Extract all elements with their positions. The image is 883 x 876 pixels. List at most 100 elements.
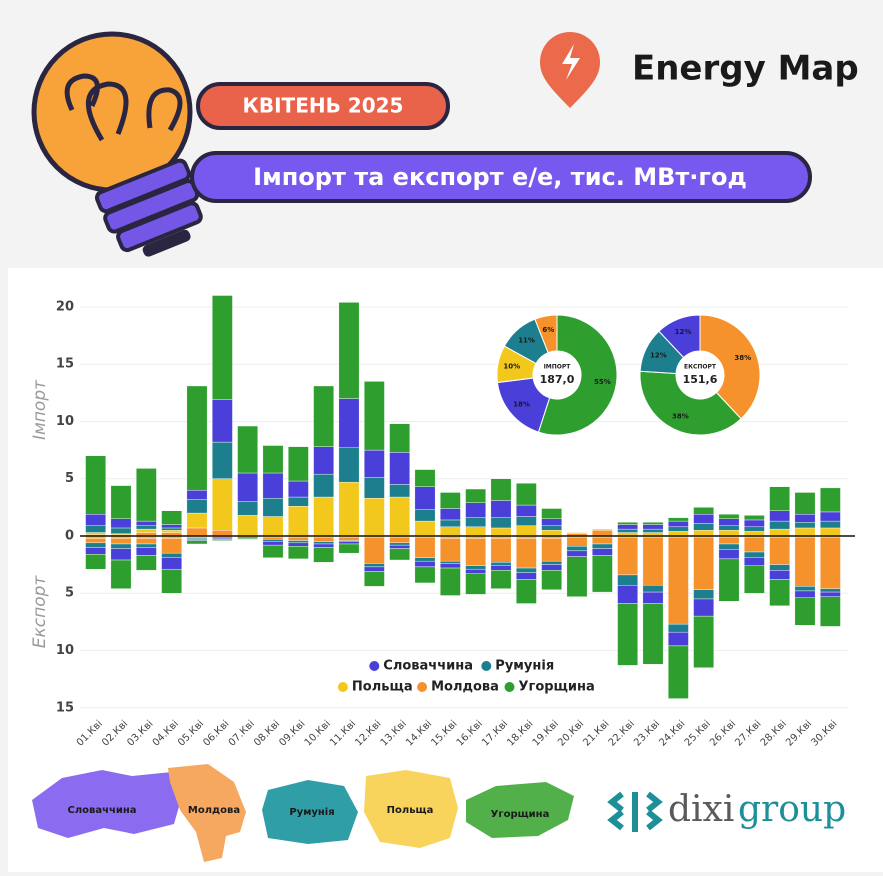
bar-segment [85, 547, 106, 555]
bar-segment [642, 603, 664, 665]
bar-segment [237, 538, 259, 540]
bar-segment [211, 530, 233, 537]
bar-segment [516, 567, 537, 573]
bar-segment [237, 425, 259, 474]
bar-segment [820, 536, 841, 589]
bar-segment [288, 540, 309, 544]
bar-segment [161, 538, 183, 554]
bar-segment [237, 501, 259, 516]
bar-segment [744, 526, 765, 532]
bar-segment [490, 478, 512, 501]
bar-segment [668, 623, 689, 633]
bar-segment [110, 518, 132, 529]
bar-segment [440, 563, 461, 569]
y-axis-title-export: Експорт [30, 575, 50, 649]
bar-segment [85, 554, 106, 570]
legend-label: Польща [352, 680, 413, 695]
bar-segment [541, 538, 562, 562]
legend-marker [481, 661, 492, 671]
country-maps [32, 764, 574, 862]
donut-center-label: ЕКСПОРТ [684, 364, 717, 371]
bar-segment [490, 562, 512, 566]
map-label: Угорщина [491, 809, 550, 820]
bar-segment [364, 536, 385, 564]
bar-segment [592, 530, 613, 537]
bar-segment [490, 538, 512, 563]
map-label: Польща [387, 805, 434, 816]
bar-segment [794, 522, 816, 529]
bar-segment [186, 540, 208, 545]
bar-segment [516, 579, 537, 604]
y-tick-label: 15 [56, 357, 74, 372]
bar-segment [262, 536, 284, 540]
y-tick-label: 5 [65, 471, 74, 486]
bar-segment [414, 536, 436, 558]
bar-segment [642, 528, 664, 533]
bar-segment [769, 564, 790, 571]
legend-label: Румунія [495, 659, 554, 674]
bar-segment [135, 547, 157, 556]
bar-segment [668, 536, 689, 625]
y-tick-label: 10 [56, 643, 74, 658]
donut-center-label: ІМПОРТ [544, 364, 572, 371]
bar-segment [161, 557, 183, 570]
bar-segment [769, 528, 790, 537]
donut-value-label: 12% [675, 328, 692, 336]
brand-pin [540, 32, 600, 108]
bar-segment [490, 517, 512, 529]
bar-segment [364, 563, 385, 568]
bar-segment [718, 514, 740, 520]
bar-segment [668, 526, 689, 532]
bar-segment [566, 532, 588, 534]
bar-segment [769, 536, 790, 565]
bar-segment [313, 536, 334, 542]
bar-segment [364, 566, 385, 572]
bar-segment [465, 517, 486, 528]
bar-segment [541, 564, 562, 571]
bar-segment [161, 568, 183, 594]
bar-segment [262, 516, 284, 537]
bar-segment [516, 504, 537, 517]
bar-segment [262, 445, 284, 474]
donut-value-label: 6% [542, 326, 554, 334]
donut-hole [676, 351, 724, 399]
bar-segment [693, 598, 714, 617]
bar-segment [718, 525, 740, 531]
brand: Energy Map [632, 49, 859, 89]
bar-segment [642, 585, 664, 593]
bar-segment [211, 441, 233, 479]
bar-segment [693, 536, 714, 591]
y-tick-label: 15 [56, 700, 74, 715]
bar-segment [820, 527, 841, 537]
bar-segment [364, 571, 385, 587]
legend-label: Угорщина [519, 680, 595, 695]
bar-segment [85, 525, 106, 533]
y-tick-label: 5 [65, 586, 74, 601]
bar-segment [617, 536, 638, 576]
bar-segment [389, 452, 410, 485]
bar-segment [186, 489, 208, 500]
bar-segment [288, 446, 309, 482]
bar-segment [440, 560, 461, 564]
bar-segment [465, 526, 486, 537]
bar-segment [262, 472, 284, 499]
bar-segment [364, 449, 385, 478]
bar-segment [313, 547, 334, 563]
bar-segment [161, 527, 183, 531]
donut-value-label: 12% [650, 351, 667, 359]
bar-segment [135, 525, 157, 530]
bar-segment [744, 515, 765, 521]
bar-segment [85, 542, 106, 548]
bar-segment [693, 514, 714, 524]
bar-segment [110, 485, 132, 520]
bar-segment [617, 524, 638, 530]
bar-segment [617, 603, 638, 666]
bar-segment [668, 517, 689, 522]
bar-segment [237, 515, 259, 537]
donut-value-label: 55% [594, 378, 611, 386]
bar-segment [490, 527, 512, 537]
donut-value-label: 38% [672, 413, 689, 421]
bar-segment [338, 481, 360, 537]
bar-segment [541, 525, 562, 531]
bar-segment [617, 522, 638, 525]
